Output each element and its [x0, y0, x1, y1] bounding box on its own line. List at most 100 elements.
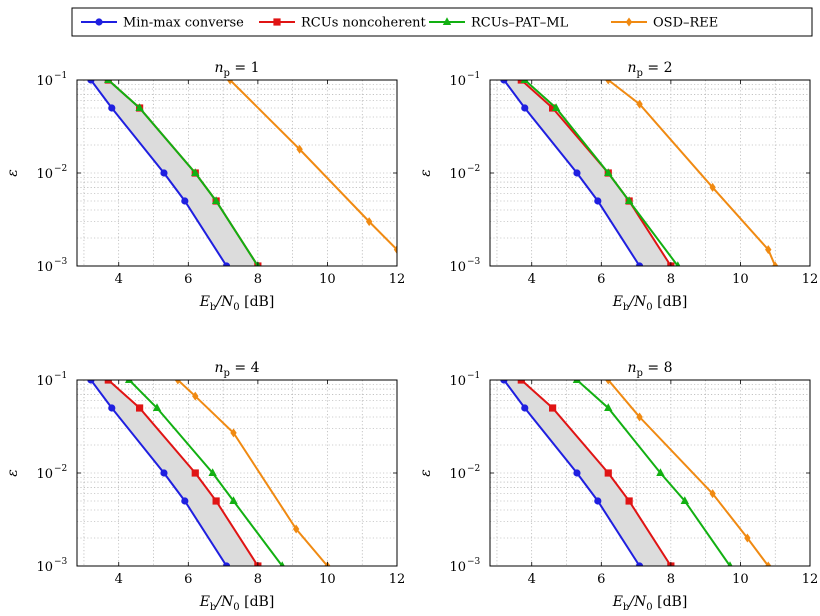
point-osd-ree	[636, 99, 643, 109]
y-tick-label-exponent: −2	[467, 164, 480, 174]
legend-marker-rcus-noncoherent	[273, 18, 281, 26]
x-tick-label: 6	[597, 572, 605, 587]
point-rcus-noncoherent	[604, 469, 612, 477]
shaded-region	[90, 380, 258, 566]
legend-label-osd-ree: OSD–REE	[653, 16, 718, 31]
panel-title: np = 4	[215, 360, 260, 379]
legend-marker-rcus-pat-ml	[442, 17, 452, 25]
x-tick-label: 10	[319, 572, 336, 587]
panel-title-sub: p	[637, 68, 643, 79]
point-rcus-pat-ml	[551, 103, 561, 111]
point-osd-ree	[296, 144, 303, 154]
point-rcus-pat-ml	[191, 168, 200, 176]
point-osd-ree	[772, 261, 779, 266]
y-tick-label-exponent: −1	[54, 71, 67, 81]
x-axis-label: Eb/N0 [dB]	[612, 594, 688, 613]
y-tick-label-exponent: −3	[54, 557, 68, 567]
xlabel-sub: b	[623, 302, 629, 313]
point-rcus-pat-ml	[211, 196, 221, 204]
y-tick-label: 10	[449, 560, 466, 575]
x-tick-label: 8	[254, 572, 262, 587]
series-min-max-converse	[500, 380, 644, 566]
y-axis-label: ε	[5, 169, 21, 177]
y-tick-label: 10	[36, 167, 53, 182]
point-rcus-noncoherent	[212, 497, 220, 505]
point-min-max-converse	[108, 404, 116, 412]
point-osd-ree	[636, 412, 643, 422]
series-line-osd-ree	[229, 80, 397, 251]
point-rcus-noncoherent	[625, 497, 633, 505]
xlabel-sub: 0	[646, 302, 652, 313]
xlabel-part: /N	[214, 294, 234, 310]
point-rcus-pat-ml	[229, 496, 238, 504]
panel-title-value: = 2	[643, 60, 673, 76]
x-tick-label: 8	[254, 272, 262, 287]
point-rcus-pat-ml	[208, 468, 217, 476]
point-osd-ree	[605, 380, 612, 385]
point-osd-ree	[226, 80, 234, 85]
x-tick-label: 10	[732, 272, 749, 287]
point-osd-ree	[393, 245, 397, 255]
panel-title-value: = 4	[230, 360, 260, 376]
point-min-max-converse	[222, 562, 231, 566]
legend-label-min-max-converse: Min-max converse	[123, 16, 244, 31]
point-rcus-pat-ml	[279, 561, 285, 566]
x-axis-label: Eb/N0 [dB]	[612, 294, 688, 313]
x-tick-label: 4	[115, 572, 123, 587]
series-min-max-converse	[87, 380, 231, 566]
y-tick-label-exponent: −1	[54, 371, 67, 381]
series-rcus-pat-ml	[104, 80, 261, 266]
xlabel-part: /N	[214, 594, 234, 610]
xlabel-unit: [dB]	[653, 594, 688, 610]
point-min-max-converse	[160, 169, 168, 177]
panel-title-var: n	[628, 60, 637, 76]
series-rcus-pat-ml	[520, 80, 681, 266]
point-rcus-noncoherent	[104, 380, 112, 384]
y-tick-label: 10	[36, 374, 53, 389]
xlabel-part: /N	[627, 294, 647, 310]
panel-title-value: = 8	[643, 360, 673, 376]
point-rcus-pat-ml	[656, 468, 665, 476]
point-osd-ree	[174, 380, 182, 385]
shaded-region	[503, 80, 671, 266]
point-osd-ree	[709, 182, 716, 192]
point-min-max-converse	[500, 80, 508, 84]
legend-marker-min-max-converse	[95, 18, 103, 26]
x-tick-label: 12	[802, 272, 819, 287]
y-tick-label: 10	[36, 467, 53, 482]
x-tick-label: 10	[319, 272, 336, 287]
series-rcus-pat-ml	[124, 380, 285, 566]
series-min-max-converse	[500, 80, 644, 266]
point-rcus-pat-ml	[135, 103, 144, 111]
x-tick-label: 4	[528, 272, 536, 287]
legend-label-rcus-pat-ml: RCUs–PAT–ML	[471, 16, 569, 31]
panel-title-value: = 1	[230, 60, 260, 76]
series-osd-ree	[605, 380, 772, 566]
panel-title-var: n	[215, 60, 224, 76]
shaded-region	[503, 380, 671, 566]
y-tick-label: 10	[36, 74, 53, 89]
point-osd-ree	[765, 245, 772, 255]
point-osd-ree	[230, 428, 237, 438]
legend-item-osd-ree: OSD–REE	[611, 16, 718, 31]
x-tick-label: 8	[667, 572, 675, 587]
x-tick-label: 12	[389, 272, 406, 287]
point-rcus-pat-ml	[675, 261, 681, 266]
xlabel-part: E	[612, 594, 623, 610]
legend-marker-osd-ree	[625, 17, 633, 27]
x-tick-label: 8	[667, 272, 675, 287]
point-min-max-converse	[181, 197, 189, 205]
point-min-max-converse	[521, 404, 529, 412]
y-tick-label: 10	[449, 467, 466, 482]
grid	[77, 80, 397, 266]
y-tick-label-exponent: −3	[467, 257, 481, 267]
point-min-max-converse	[222, 262, 231, 266]
point-osd-ree	[192, 391, 199, 401]
point-min-max-converse	[500, 380, 508, 384]
series-osd-ree	[605, 80, 779, 266]
